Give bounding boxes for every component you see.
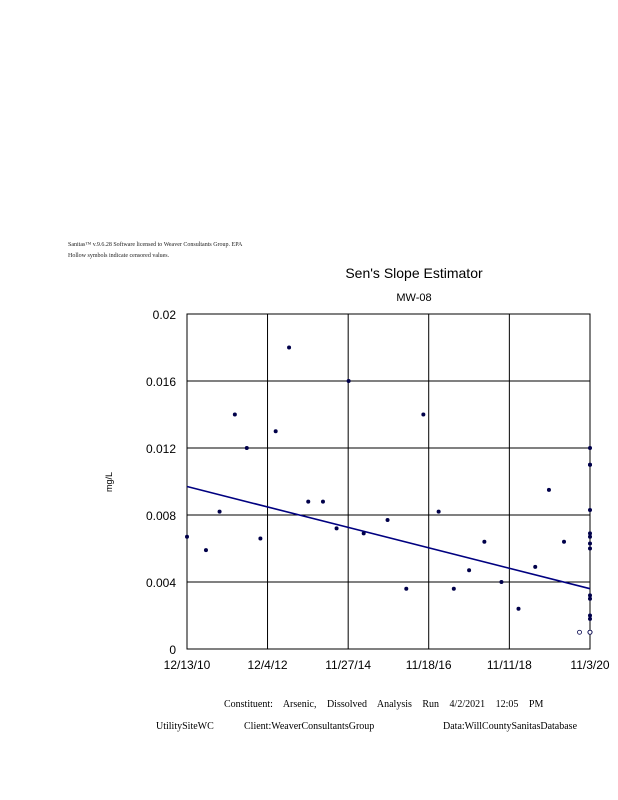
x-tick-label: 11/27/14 [325,658,371,672]
y-tick-label: 0.012 [146,442,176,456]
data-point [588,462,592,467]
data-point [533,564,538,569]
data-point [562,539,567,544]
plot-frame [186,313,591,650]
data-point [588,446,592,450]
chart-title: Sen's Slope Estimator [345,265,483,281]
y-tick-label: 0.016 [146,375,176,389]
y-axis-label: mg/L [104,472,114,492]
y-tick-label: 0.02 [153,308,177,322]
data-point [217,509,222,514]
data-point [588,613,592,618]
data-point [361,531,366,536]
data-point [385,518,390,523]
data-point [588,596,592,601]
data-point [451,586,456,591]
client-info: Client:WeaverConsultantsGroup [244,721,375,732]
x-tick-label: 11/3/20 [570,658,609,672]
data-point [404,586,409,591]
chart-subtitle: MW-08 [396,292,431,304]
data-point [334,526,339,531]
censored-symbols-note: Hollow symbols indicate censored values. [68,253,170,259]
data-point [244,446,249,450]
data-point [436,509,441,514]
data-point [306,499,311,504]
data-point [421,412,426,417]
data-point [588,507,592,512]
data-point [482,539,487,544]
data-point [273,429,278,434]
data-source-info: Data:WillCountySanitasDatabase [443,721,578,732]
censored-data-point [587,629,593,635]
x-tick-label: 11/11/18 [487,658,532,672]
censored-data-point [577,629,582,635]
constituent-info: Constituent: Arsenic, Dissolved Analysis… [224,699,544,710]
data-point [588,534,592,539]
y-tick-label: 0.008 [146,509,176,523]
data-point [588,531,592,536]
data-point [203,548,208,553]
data-point [346,379,351,383]
y-tick-label: 0.004 [146,576,176,590]
sens-slope-trend-line [186,485,591,590]
data-point [467,568,472,573]
data-point [287,345,292,350]
data-point [232,412,237,417]
data-point [499,580,504,584]
x-tick-label: 11/18/16 [406,658,452,672]
data-point [588,593,592,598]
data-point [516,606,521,611]
x-tick-label: 12/4/12 [248,658,288,672]
data-point [258,536,263,541]
y-tick-label: 0 [169,643,176,657]
data-point [588,616,592,621]
site-info: UtilitySiteWC [156,721,214,732]
data-point [185,534,189,539]
data-point [588,541,592,546]
data-point [320,499,325,504]
x-tick-label: 12/13/10 [164,658,211,672]
data-point [588,546,592,551]
data-point [546,487,551,492]
software-license-note: Sanitas™ v.9.6.28 Software licensed to W… [68,242,243,248]
